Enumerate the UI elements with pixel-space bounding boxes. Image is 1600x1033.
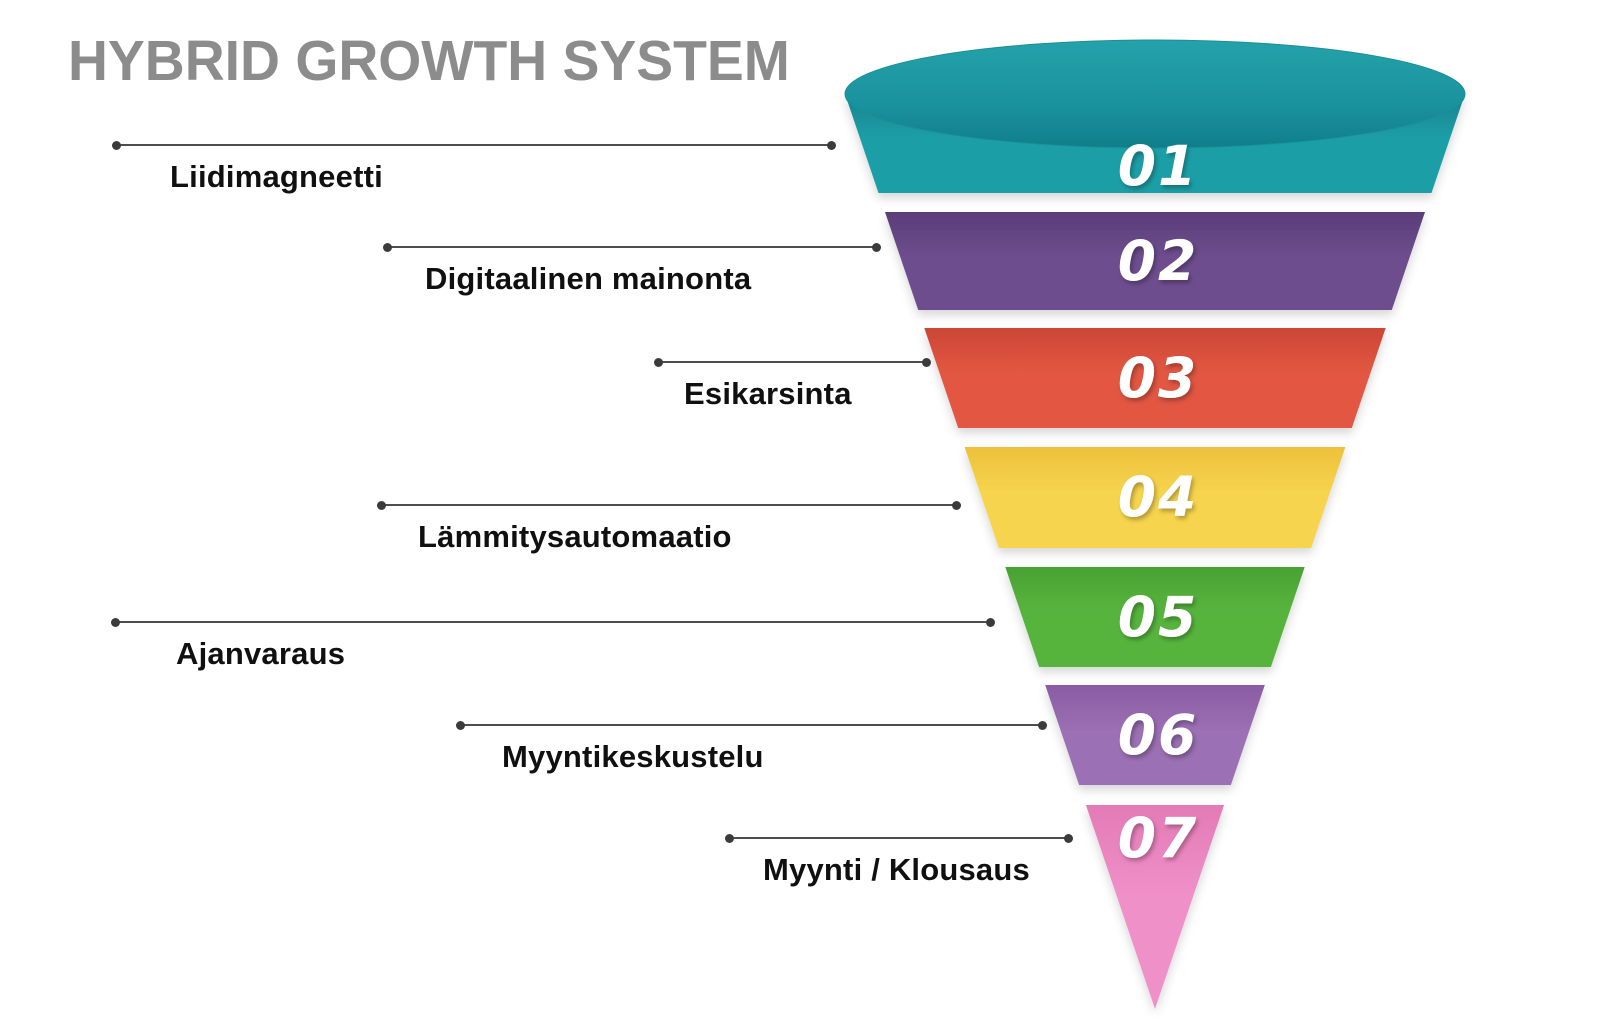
leader-line-stage-3 — [654, 357, 931, 367]
stage-label: Lämmitysautomaatio — [418, 519, 732, 554]
funnel-stage-7 — [1085, 805, 1225, 1009]
page-title: HYBRID GROWTH SYSTEM — [68, 29, 790, 93]
leader-line-stage-5 — [111, 617, 995, 627]
leader-line-start-dot — [383, 242, 392, 252]
stage-label: Esikarsinta — [684, 376, 852, 411]
leader-line-start-dot — [111, 617, 120, 627]
leader-line-end-dot — [1064, 833, 1073, 843]
funnel-stage-4 — [964, 447, 1346, 548]
stage-number: 06 — [1118, 703, 1199, 767]
stage-number: 05 — [1118, 585, 1199, 649]
stage-number: 07 — [1118, 806, 1199, 870]
stage-number: 04 — [1118, 465, 1199, 529]
leader-line-end-dot — [1038, 720, 1047, 730]
leader-line-stage-7 — [725, 833, 1073, 843]
stage-number: 01 — [1118, 134, 1199, 198]
leader-line-start-dot — [377, 500, 386, 510]
leader-line-start-dot — [654, 357, 663, 367]
leader-line-stage-4 — [377, 500, 961, 510]
leader-line-end-dot — [986, 617, 995, 627]
stage-label: Liidimagneetti — [170, 159, 383, 194]
leader-line-stage-2 — [383, 242, 881, 252]
leader-line-stage-1 — [112, 140, 836, 150]
leader-line-stage-6 — [456, 720, 1047, 730]
stage-label: Digitaalinen mainonta — [425, 261, 752, 296]
stage-label: Myyntikeskustelu — [502, 739, 764, 774]
stage-number: 02 — [1118, 229, 1199, 293]
leader-line-end-dot — [872, 242, 881, 252]
funnel-stage-2 — [885, 212, 1425, 310]
stage-number: 03 — [1118, 346, 1199, 410]
leader-line-start-dot — [112, 140, 121, 150]
funnel-stage-3 — [924, 328, 1386, 428]
leader-line-end-dot — [952, 500, 961, 510]
leader-line-end-dot — [922, 357, 931, 367]
stage-label: Myynti / Klousaus — [763, 852, 1030, 887]
funnel-mouth-ellipse — [844, 39, 1466, 149]
funnel-stage-5 — [1005, 567, 1305, 667]
stage-label: Ajanvaraus — [176, 636, 346, 671]
leader-line-end-dot — [827, 140, 836, 150]
leader-line-start-dot — [725, 833, 734, 843]
funnel-stage-6 — [1045, 685, 1265, 785]
leader-line-start-dot — [456, 720, 465, 730]
